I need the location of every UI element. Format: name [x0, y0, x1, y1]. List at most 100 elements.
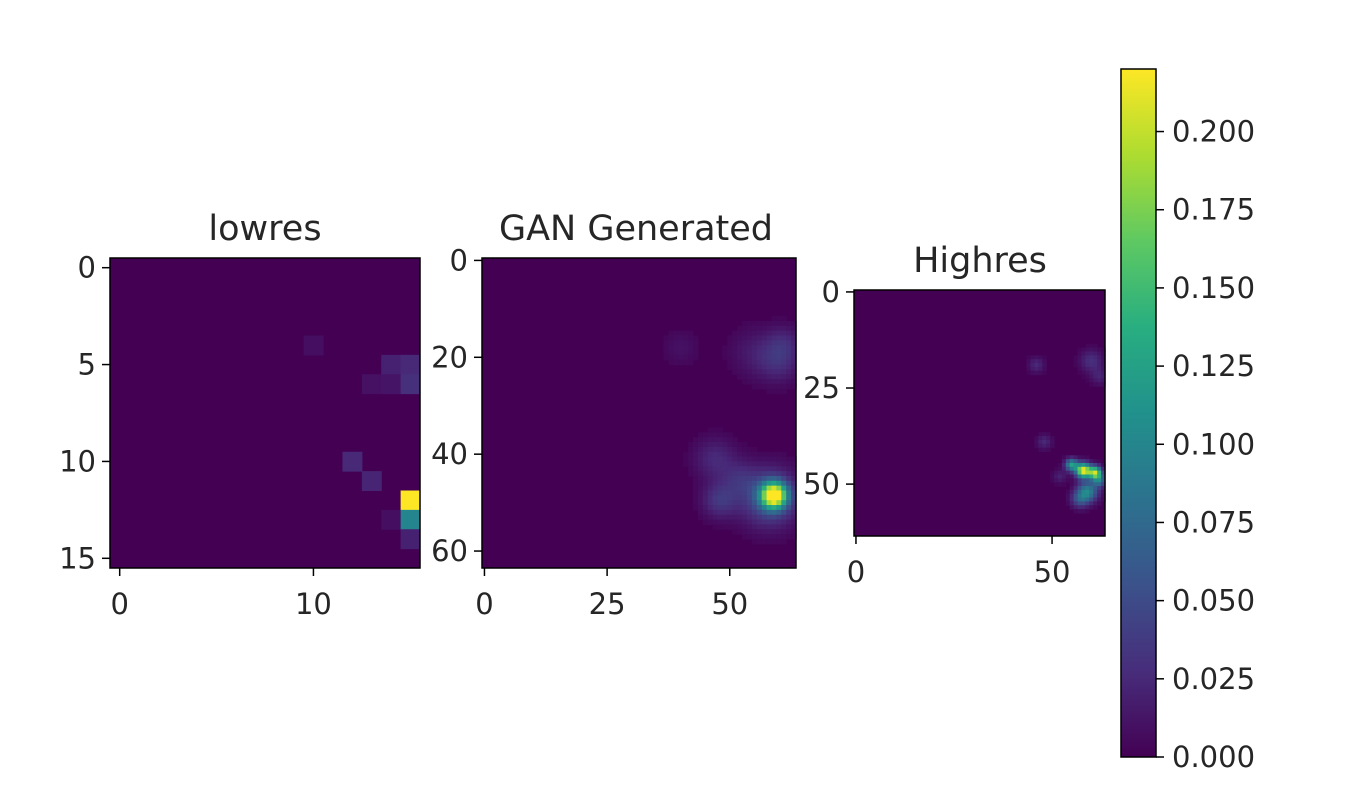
heatmap-cell	[717, 427, 724, 433]
heatmap-cell	[781, 335, 787, 341]
heatmap-cell	[746, 485, 753, 492]
heatmap-cell	[1081, 374, 1086, 380]
heatmap-cell	[1097, 347, 1102, 353]
heatmap-cell	[1069, 489, 1075, 495]
heatmap-cell	[756, 485, 763, 492]
heatmap-cell	[697, 480, 704, 487]
heatmap-cell	[791, 524, 797, 530]
heatmap-cell	[1038, 447, 1043, 453]
heatmap-cell	[683, 461, 689, 467]
heatmap-cell	[742, 485, 748, 492]
heatmap-cell	[1093, 497, 1098, 503]
heatmap-cell	[1081, 501, 1086, 506]
heatmap-cell	[746, 466, 753, 472]
heatmap-cell	[766, 359, 773, 366]
heatmap-cell	[756, 340, 763, 346]
heatmap-cell	[781, 374, 787, 380]
heatmap-cell	[697, 437, 704, 443]
heatmap-cell	[1097, 501, 1102, 506]
heatmap-cell	[1081, 478, 1086, 483]
panel-gan-generated: GAN Generated 0 25 50 0 20 40 60	[431, 209, 797, 621]
heatmap-cell	[746, 359, 753, 366]
heatmap-cell	[766, 456, 773, 463]
heatmap-cell	[727, 509, 733, 516]
heatmap-cell	[732, 451, 738, 458]
heatmap-cell	[692, 495, 699, 501]
heatmap-cell	[761, 340, 768, 346]
heatmap-cell	[692, 345, 699, 351]
heatmap-cell	[727, 490, 733, 496]
heatmap-cell	[1046, 432, 1051, 437]
heatmap-cell	[692, 475, 699, 482]
heatmap-cell	[786, 359, 792, 366]
heatmap-cell	[776, 475, 782, 482]
heatmap-cell	[761, 509, 768, 516]
heatmap-cell	[1089, 363, 1094, 368]
heatmap-cell	[771, 514, 777, 521]
heatmap-cell	[1101, 370, 1106, 376]
heatmap-cell	[766, 369, 773, 375]
heatmap-cell	[688, 354, 694, 361]
y-tick-label: 40	[431, 437, 468, 471]
heatmap-cell	[771, 388, 777, 395]
heatmap-cell	[771, 509, 777, 516]
heatmap-cell	[766, 485, 773, 492]
heatmap-cell	[732, 524, 738, 530]
heatmap-cell	[781, 456, 787, 463]
heatmap-cell	[776, 534, 782, 540]
heatmap-cell	[751, 524, 758, 530]
heatmap-cell	[756, 335, 763, 341]
heatmap-cell	[688, 466, 694, 472]
heatmap-cell	[1097, 382, 1102, 387]
heatmap-cell	[1097, 493, 1102, 499]
heatmap-cell	[722, 456, 728, 463]
heatmap-cell	[1093, 459, 1098, 464]
heatmap-cell	[727, 466, 733, 472]
x-tick-label: 50	[1034, 555, 1071, 589]
heatmap-cell	[766, 509, 773, 516]
heatmap-cell	[766, 466, 773, 472]
heatmap-cell	[737, 335, 743, 341]
heatmap-cell	[1026, 359, 1032, 364]
heatmap-cell	[781, 359, 787, 366]
heatmap-cell	[761, 383, 768, 390]
heatmap-cell	[1077, 478, 1083, 483]
heatmap-cell	[688, 446, 694, 453]
heatmap-cell	[756, 374, 763, 380]
heatmap-cell	[737, 495, 743, 501]
heatmap-cell	[1077, 370, 1083, 376]
heatmap-cell	[1101, 466, 1106, 472]
heatmap-cell	[766, 383, 773, 390]
heatmap-cell	[781, 379, 787, 385]
heatmap-cell	[1046, 447, 1051, 453]
axes-frame	[853, 289, 1106, 537]
heatmap-cell	[692, 354, 699, 361]
heatmap-cell	[732, 490, 738, 496]
heatmap-cell	[766, 340, 773, 346]
heatmap-cell	[776, 379, 782, 385]
heatmap-cell	[781, 500, 787, 506]
heatmap-cell	[766, 451, 773, 458]
heatmap-cell	[761, 490, 768, 496]
heatmap-cell	[776, 471, 782, 477]
heatmap-cell	[756, 345, 763, 351]
heatmap-cell	[707, 495, 714, 501]
heatmap-cell	[761, 485, 768, 492]
heatmap-cell	[702, 495, 709, 501]
colorbar-ticks: 0.000 0.025 0.050 0.075 0.100 0.125 0.150 0.175…	[1156, 115, 1255, 774]
heatmap-cell	[756, 495, 763, 501]
heatmap-cell	[717, 514, 724, 521]
heatmap-cell	[737, 461, 743, 467]
heatmap-cell	[1069, 501, 1075, 506]
heatmap-cell	[381, 354, 402, 375]
heatmap-cell	[1093, 478, 1098, 483]
heatmap-cell	[1026, 366, 1032, 372]
heatmap-cell	[761, 374, 768, 380]
heatmap-cell	[1089, 489, 1094, 495]
heatmap-cell	[751, 359, 758, 366]
heatmap-cell	[751, 330, 758, 337]
heatmap-cell	[756, 514, 763, 521]
heatmap-cell	[771, 475, 777, 482]
heatmap-cell	[791, 480, 797, 487]
heatmap-cell	[1065, 470, 1071, 476]
